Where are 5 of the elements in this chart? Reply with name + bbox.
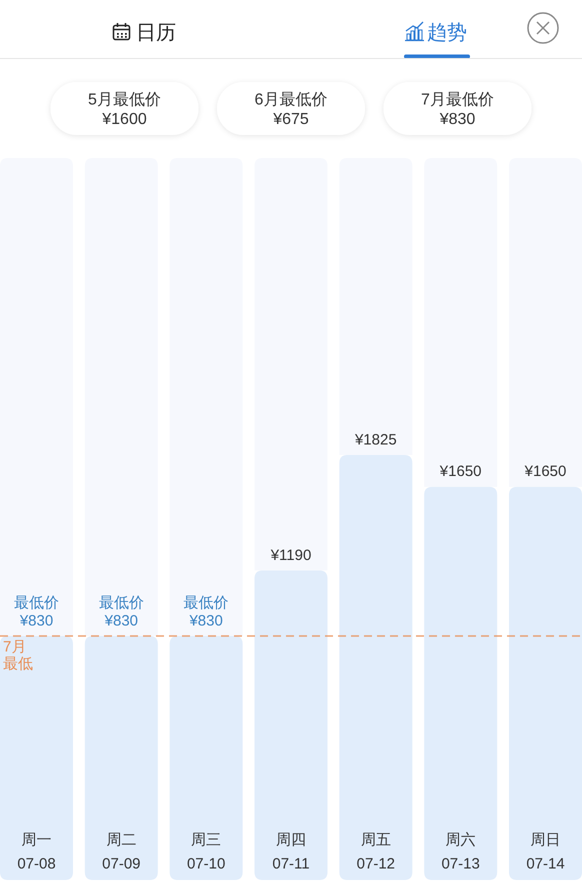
annotation: 7月最低价 ¥830: [421, 92, 494, 128]
title: 趋势: [427, 22, 467, 44]
annotation: 5月最低价 ¥1600: [88, 92, 161, 128]
annotation: 6月最低价 ¥675: [254, 92, 328, 128]
annotation: 日历: [136, 22, 176, 44]
